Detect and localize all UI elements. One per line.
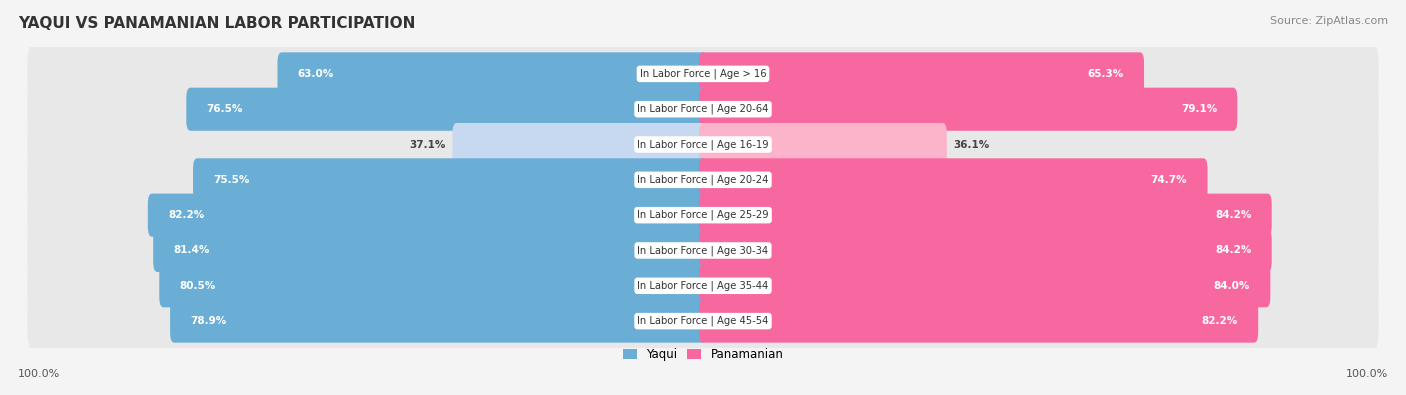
FancyBboxPatch shape [28,185,1378,246]
FancyBboxPatch shape [699,264,1271,307]
Text: 74.7%: 74.7% [1150,175,1187,185]
FancyBboxPatch shape [28,149,1378,210]
Legend: Yaqui, Panamanian: Yaqui, Panamanian [619,343,787,366]
Text: 79.1%: 79.1% [1181,104,1218,114]
Text: In Labor Force | Age 30-34: In Labor Force | Age 30-34 [637,245,769,256]
Text: 82.2%: 82.2% [169,210,204,220]
Text: In Labor Force | Age 20-24: In Labor Force | Age 20-24 [637,175,769,185]
FancyBboxPatch shape [699,229,1271,272]
FancyBboxPatch shape [28,256,1378,316]
Text: 76.5%: 76.5% [207,104,243,114]
FancyBboxPatch shape [170,299,707,342]
Text: 36.1%: 36.1% [953,139,990,150]
FancyBboxPatch shape [28,291,1378,352]
FancyBboxPatch shape [699,88,1237,131]
FancyBboxPatch shape [193,158,707,201]
Text: 84.2%: 84.2% [1215,245,1251,256]
Text: YAQUI VS PANAMANIAN LABOR PARTICIPATION: YAQUI VS PANAMANIAN LABOR PARTICIPATION [18,16,416,31]
Text: 82.2%: 82.2% [1202,316,1237,326]
Text: Source: ZipAtlas.com: Source: ZipAtlas.com [1270,16,1388,26]
FancyBboxPatch shape [186,88,707,131]
FancyBboxPatch shape [28,43,1378,104]
Text: 100.0%: 100.0% [1346,369,1388,379]
FancyBboxPatch shape [699,299,1258,342]
Text: 81.4%: 81.4% [173,245,209,256]
Text: 80.5%: 80.5% [180,281,215,291]
Text: In Labor Force | Age 20-64: In Labor Force | Age 20-64 [637,104,769,115]
Text: 100.0%: 100.0% [18,369,60,379]
Text: 75.5%: 75.5% [214,175,250,185]
FancyBboxPatch shape [28,220,1378,281]
Text: 63.0%: 63.0% [298,69,335,79]
Text: 37.1%: 37.1% [409,139,446,150]
FancyBboxPatch shape [28,79,1378,139]
Text: 84.0%: 84.0% [1213,281,1250,291]
Text: In Labor Force | Age 45-54: In Labor Force | Age 45-54 [637,316,769,326]
Text: 65.3%: 65.3% [1088,69,1123,79]
FancyBboxPatch shape [699,158,1208,201]
FancyBboxPatch shape [277,53,707,96]
FancyBboxPatch shape [159,264,707,307]
FancyBboxPatch shape [699,123,946,166]
FancyBboxPatch shape [153,229,707,272]
FancyBboxPatch shape [699,53,1144,96]
FancyBboxPatch shape [453,123,707,166]
Text: In Labor Force | Age 25-29: In Labor Force | Age 25-29 [637,210,769,220]
Text: 78.9%: 78.9% [190,316,226,326]
FancyBboxPatch shape [28,114,1378,175]
FancyBboxPatch shape [699,194,1271,237]
Text: In Labor Force | Age 35-44: In Labor Force | Age 35-44 [637,280,769,291]
Text: 84.2%: 84.2% [1215,210,1251,220]
Text: In Labor Force | Age > 16: In Labor Force | Age > 16 [640,69,766,79]
Text: In Labor Force | Age 16-19: In Labor Force | Age 16-19 [637,139,769,150]
FancyBboxPatch shape [148,194,707,237]
